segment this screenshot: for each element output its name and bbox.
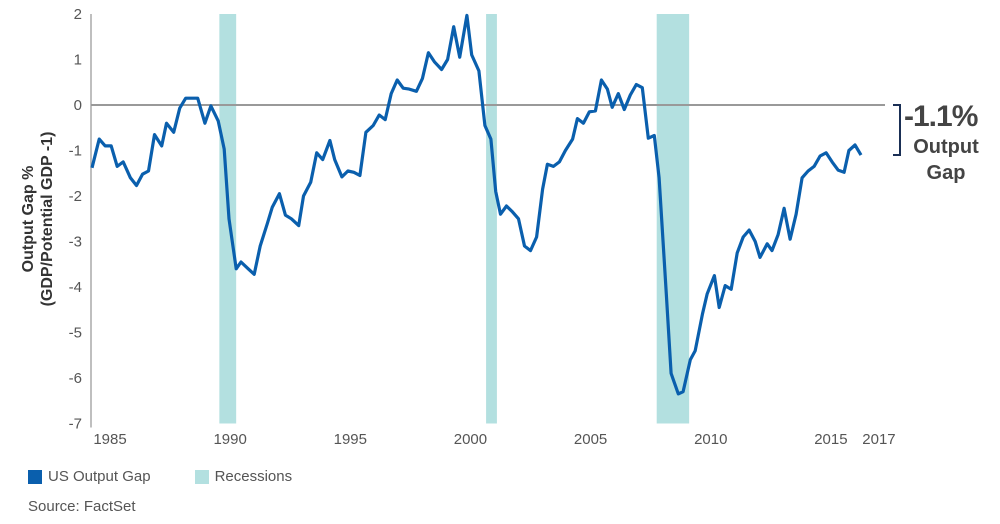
y-tick-label: 0 [74, 97, 82, 114]
x-tick-labels: 1985 1990 1995 2000 2005 2010 2015 2017 [93, 431, 895, 448]
annotation-label-line-2: Gap [926, 162, 966, 184]
output-gap-annotation-label: Output Gap [906, 134, 986, 186]
x-tick-label: 2010 [694, 431, 727, 448]
x-tick-label: 2017 [862, 431, 895, 448]
y-tick-label: -5 [69, 325, 82, 342]
x-tick-label: 1985 [93, 431, 126, 448]
y-axis-label: Output Gap % (GDP/Potential GDP -1) [19, 89, 57, 349]
legend: US Output Gap Recessions [28, 468, 292, 485]
source-note: Source: FactSet [28, 498, 136, 515]
y-tick-label: -6 [69, 370, 82, 387]
y-tick-label: -4 [69, 279, 82, 296]
y-tick-label: 1 [74, 52, 82, 69]
x-tick-label: 2015 [814, 431, 847, 448]
legend-label-recessions: Recessions [214, 468, 293, 485]
recession-band-1 [486, 14, 497, 424]
x-tick-label: 1995 [334, 431, 367, 448]
annotation-label-line-1: Output [913, 136, 979, 158]
y-axis-label-line-1: Output Gap % [20, 165, 37, 273]
x-tick-label: 1990 [213, 431, 246, 448]
y-tick-label: -3 [69, 234, 82, 251]
y-tick-label: 2 [74, 6, 82, 23]
y-axis-label-line-2: (GDP/Potential GDP -1) [39, 131, 56, 307]
output-gap-annotation-value: -1.1% [904, 100, 978, 133]
y-tick-label: -2 [69, 188, 82, 205]
legend-label-output-gap: US Output Gap [48, 468, 151, 485]
legend-swatch-recessions [194, 469, 209, 484]
y-tick-label: -7 [69, 416, 82, 433]
output-gap-bracket [893, 104, 901, 157]
x-tick-label: 2005 [574, 431, 607, 448]
legend-item-output-gap: US Output Gap [28, 468, 151, 485]
legend-item-recessions: Recessions [194, 468, 293, 485]
us-output-gap-line [90, 13, 863, 396]
x-tick-label: 2000 [454, 431, 487, 448]
y-tick-label: -1 [69, 143, 82, 160]
y-tick-labels: 2 1 0 -1 -2 -3 -4 -5 -6 -7 [69, 6, 82, 433]
legend-swatch-output-gap [28, 469, 42, 484]
